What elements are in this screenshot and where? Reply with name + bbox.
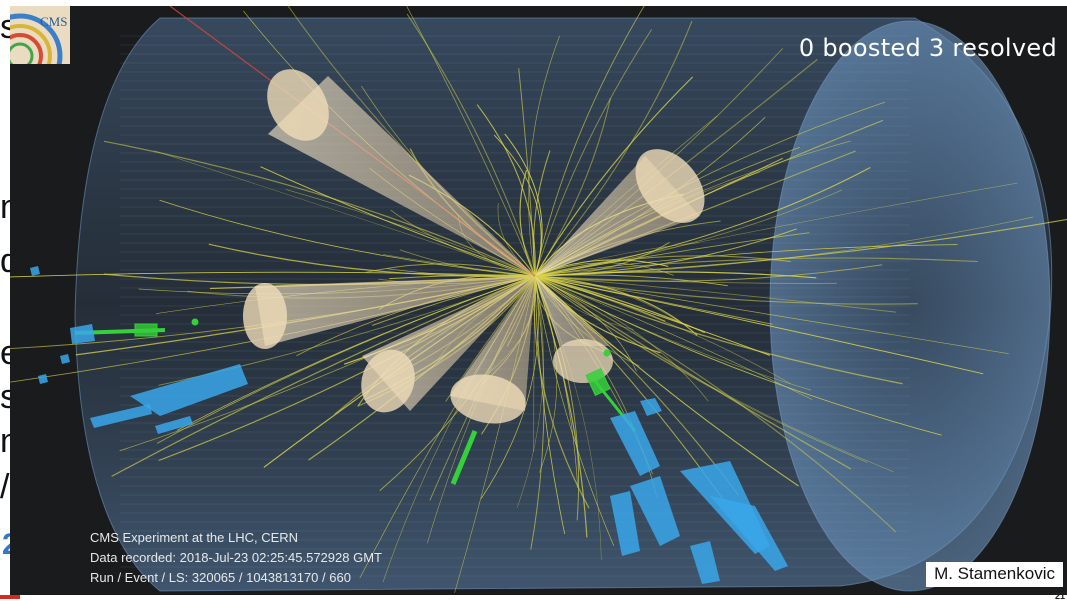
track [534, 255, 791, 277]
jet-cone-3 [243, 276, 535, 349]
calorimeter-towers [30, 266, 788, 584]
track [534, 242, 699, 277]
track [534, 275, 615, 547]
event-info: CMS Experiment at the LHC, CERN Data rec… [90, 528, 382, 588]
track [534, 241, 670, 277]
track [534, 275, 868, 463]
track [285, 189, 536, 277]
track [533, 150, 551, 277]
track [111, 275, 536, 477]
track [534, 275, 852, 470]
jet-cones [243, 69, 705, 424]
track [103, 140, 536, 277]
track [260, 166, 536, 277]
track [528, 35, 560, 277]
track [383, 254, 536, 277]
event-display-canvas [10, 6, 1067, 593]
slide-text-fragment: / [0, 468, 10, 506]
track [534, 275, 709, 402]
author-credit: M. Stamenkovic [926, 562, 1063, 587]
experiment-line: CMS Experiment at the LHC, CERN [90, 530, 299, 545]
track [534, 20, 693, 277]
track [534, 275, 566, 534]
slide-number: 21 [1054, 591, 1065, 601]
track [534, 275, 897, 313]
track [493, 134, 542, 277]
track [534, 264, 883, 282]
track [534, 275, 1009, 355]
run-event-line: Run / Event / LS: 320065 / 1043813170 / … [90, 570, 351, 585]
track [534, 6, 645, 277]
jet-cone-5 [450, 276, 535, 424]
track [154, 150, 536, 277]
data-recorded-line: Data recorded: 2018-Jul-23 02:25:45.5729… [90, 550, 382, 565]
track [406, 6, 536, 277]
track [534, 257, 978, 277]
track [534, 275, 698, 336]
track [365, 263, 536, 277]
track [534, 182, 1018, 277]
track [480, 275, 539, 499]
track [534, 275, 897, 533]
track [390, 209, 536, 277]
track [159, 199, 536, 277]
slide-accent-bar [0, 595, 20, 599]
track [389, 274, 536, 280]
track [476, 104, 536, 277]
jet-cone-4 [361, 276, 535, 413]
track [534, 29, 653, 277]
track [534, 275, 588, 538]
track [406, 13, 536, 277]
track [516, 275, 544, 508]
cms-logo: CMS [10, 6, 70, 64]
track [534, 167, 871, 277]
track [530, 275, 545, 550]
track [534, 275, 903, 385]
track [534, 275, 918, 305]
jet-cone-2 [535, 149, 705, 276]
track [534, 275, 942, 436]
track [10, 271, 536, 278]
track [534, 189, 842, 277]
track [534, 275, 837, 284]
muon-deposits [74, 318, 637, 485]
cms-event-display: 0 boosted 3 resolved CMS CMS Experiment … [10, 6, 1067, 595]
cms-logo-text: CMS [40, 14, 67, 29]
track [534, 244, 958, 277]
event-category-label: 0 boosted 3 resolved [798, 34, 1057, 62]
track [534, 275, 771, 356]
track [534, 76, 694, 277]
track [534, 275, 773, 325]
jet-cone-1 [267, 69, 535, 276]
